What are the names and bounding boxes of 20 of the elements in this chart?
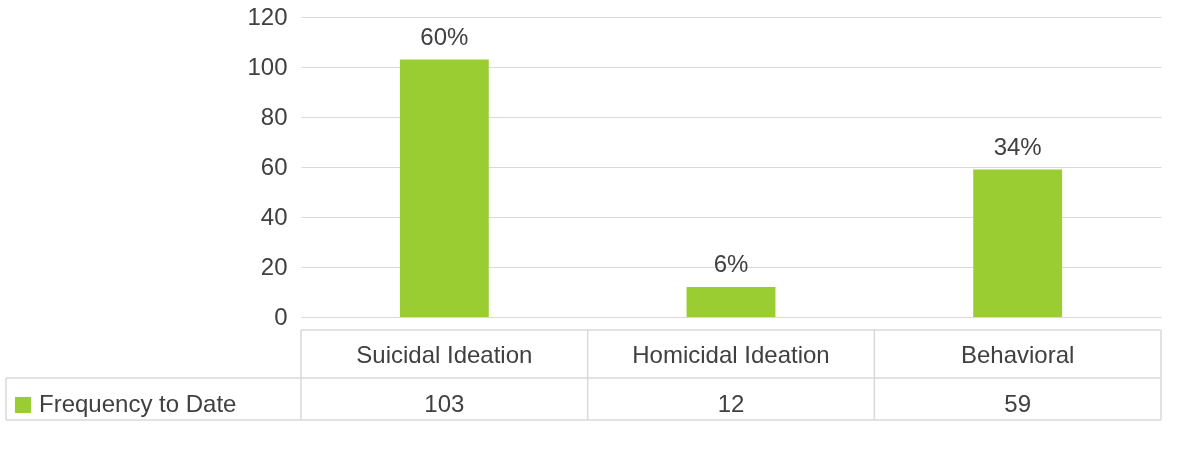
legend-label: Frequency to Date	[39, 390, 237, 417]
y-tick-label: 80	[260, 102, 288, 130]
annotation: 60%	[420, 22, 469, 50]
bar	[686, 287, 776, 317]
data-label: 103	[424, 390, 465, 417]
data-label: 12	[717, 390, 745, 417]
y-tick-label: 20	[260, 252, 288, 280]
y-tick-label: 40	[260, 202, 288, 230]
y-tick-label: 100	[247, 52, 288, 80]
x-tick-label: Behavioral	[960, 341, 1075, 368]
y-tick-label: 60	[260, 152, 288, 180]
annotation: 6%	[713, 250, 749, 277]
bar	[399, 59, 489, 317]
bar	[973, 169, 1063, 317]
y-tick-label: 120	[247, 2, 288, 30]
y-tick-label: 0	[274, 302, 288, 330]
x-tick-label: Suicidal Ideation	[356, 341, 533, 368]
x-tick-label: Homicidal Ideation	[632, 341, 830, 368]
annotation: 34%	[993, 132, 1042, 160]
data-label: 59	[1004, 390, 1032, 417]
